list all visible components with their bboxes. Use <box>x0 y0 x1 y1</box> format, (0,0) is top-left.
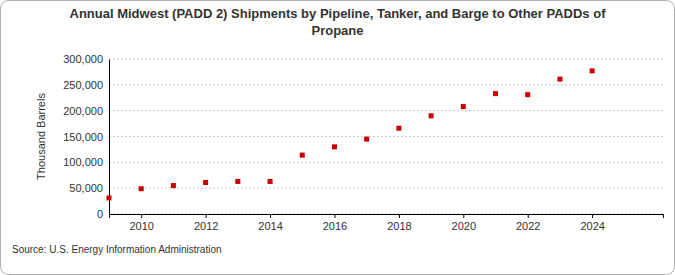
y-tick-label: 150,000 <box>63 131 103 143</box>
x-tick-mark <box>206 214 207 218</box>
x-tick-mark <box>334 214 335 218</box>
x-tick-label: 2014 <box>258 220 282 232</box>
y-label: Thousand Barrels <box>35 93 47 180</box>
x-tick: 2014 <box>258 214 282 232</box>
x-tick: 2010 <box>129 214 153 232</box>
point <box>493 91 498 96</box>
y-tick-label: 50,000 <box>69 182 103 194</box>
point <box>557 77 562 82</box>
point <box>332 144 337 149</box>
y-tick-label: 200,000 <box>63 105 103 117</box>
grid-line <box>109 136 663 137</box>
frame <box>1 1 675 275</box>
points <box>107 68 595 200</box>
x-tick-mark <box>399 214 400 218</box>
x-tick: 2024 <box>580 214 604 232</box>
x-tick-label: 2018 <box>387 220 411 232</box>
point <box>171 183 176 188</box>
title-line: Propane <box>311 23 363 38</box>
x-tick: 2022 <box>516 214 540 232</box>
x-axis: 2010 2012 2014 2016 2018 2020 2022 2024 <box>110 214 664 232</box>
x-tick: 2012 <box>194 214 218 232</box>
point <box>300 153 305 158</box>
y-tick: 200,000 <box>63 105 109 117</box>
y-tick: 150,000 <box>63 131 109 143</box>
y-tick-label: 300,000 <box>63 53 103 65</box>
y-axis: 0 50,000 100,000 150,000 200,000 250,000 300,0… <box>63 53 109 220</box>
x-tick-label: 2024 <box>580 220 604 232</box>
x-tick-mark <box>592 214 593 218</box>
point <box>525 92 530 97</box>
x-tick-label: 2022 <box>516 220 540 232</box>
point <box>364 137 369 142</box>
title: Annual Midwest (PADD 2) Shipments by Pip… <box>70 6 607 38</box>
x-tick-mark <box>463 214 464 218</box>
x-tick-label: 2016 <box>323 220 347 232</box>
point <box>396 126 401 131</box>
y-axis-line <box>109 60 110 215</box>
point <box>107 195 112 200</box>
y-tick: 300,000 <box>63 53 109 65</box>
point <box>139 186 144 191</box>
point <box>590 68 595 73</box>
y-tick-label: 0 <box>97 208 103 220</box>
point <box>429 113 434 118</box>
grid-line <box>109 188 663 189</box>
point <box>235 179 240 184</box>
source: Source: U.S. Energy Information Administ… <box>12 244 222 255</box>
grid-line <box>109 110 663 111</box>
x-tick-mark <box>270 214 271 218</box>
x-tick-label: 2012 <box>194 220 218 232</box>
y-tick: 100,000 <box>63 156 109 168</box>
title-line: Annual Midwest (PADD 2) Shipments by Pip… <box>70 6 607 21</box>
x-axis-line <box>110 215 664 219</box>
x-tick-mark <box>141 214 142 218</box>
point <box>203 180 208 185</box>
x-tick-label: 2010 <box>129 220 153 232</box>
grid-line <box>109 162 663 163</box>
point <box>461 104 466 109</box>
plot: 0 50,000 100,000 150,000 200,000 250,000 300,0… <box>63 53 663 232</box>
y-tick: 50,000 <box>69 182 109 194</box>
grid-line <box>109 84 663 85</box>
point <box>268 179 273 184</box>
y-tick-label: 100,000 <box>63 156 103 168</box>
x-tick: 2018 <box>387 214 411 232</box>
y-tick: 250,000 <box>63 79 109 91</box>
grid-line <box>109 59 663 60</box>
y-tick-label: 250,000 <box>63 79 103 91</box>
x-tick-mark <box>528 214 529 218</box>
x-tick-label: 2020 <box>452 220 476 232</box>
x-tick: 2016 <box>323 214 347 232</box>
chart: Annual Midwest (PADD 2) Shipments by Pip… <box>0 0 675 275</box>
x-tick: 2020 <box>452 214 476 232</box>
grid <box>109 59 663 214</box>
y-tick: 0 <box>97 208 109 220</box>
